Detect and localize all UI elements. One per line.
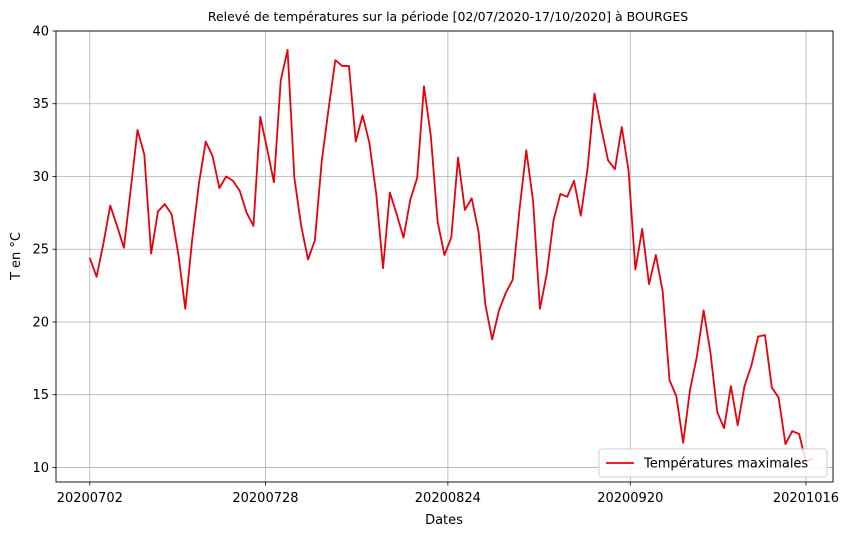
x-tick-label: 20200728: [232, 491, 298, 506]
series-line-temperatures-maximales: [88, 49, 814, 463]
chart-title: Relevé de températures sur la période [0…: [208, 9, 688, 24]
y-tick-label: 30: [32, 170, 49, 185]
grid: [56, 30, 833, 482]
y-tick-label: 10: [32, 461, 49, 476]
y-tick-label: 20: [32, 315, 49, 330]
plot-area: [88, 49, 814, 463]
x-tick-label: 20200824: [415, 491, 481, 506]
x-tick-label: 20200920: [597, 491, 663, 506]
y-tick-label: 40: [32, 25, 49, 40]
x-tick-label: 20200702: [57, 491, 123, 506]
legend-label: Températures maximales: [643, 457, 808, 472]
y-axis-label: T en °C: [9, 232, 24, 281]
x-axis-label: Dates: [425, 513, 463, 528]
legend-box: [598, 448, 828, 478]
axes-frame: [55, 30, 834, 483]
y-tick-label: 15: [32, 388, 49, 403]
y-axis: 10 15 20 25 30 35 40: [32, 25, 56, 476]
x-tick-label: 20201016: [773, 491, 839, 506]
y-tick-label: 25: [32, 243, 49, 258]
legend: Températures maximales: [598, 448, 828, 478]
x-axis: 20200702 20200728 20200824 20200920 20201016: [57, 482, 839, 506]
y-tick-label: 35: [32, 97, 49, 112]
